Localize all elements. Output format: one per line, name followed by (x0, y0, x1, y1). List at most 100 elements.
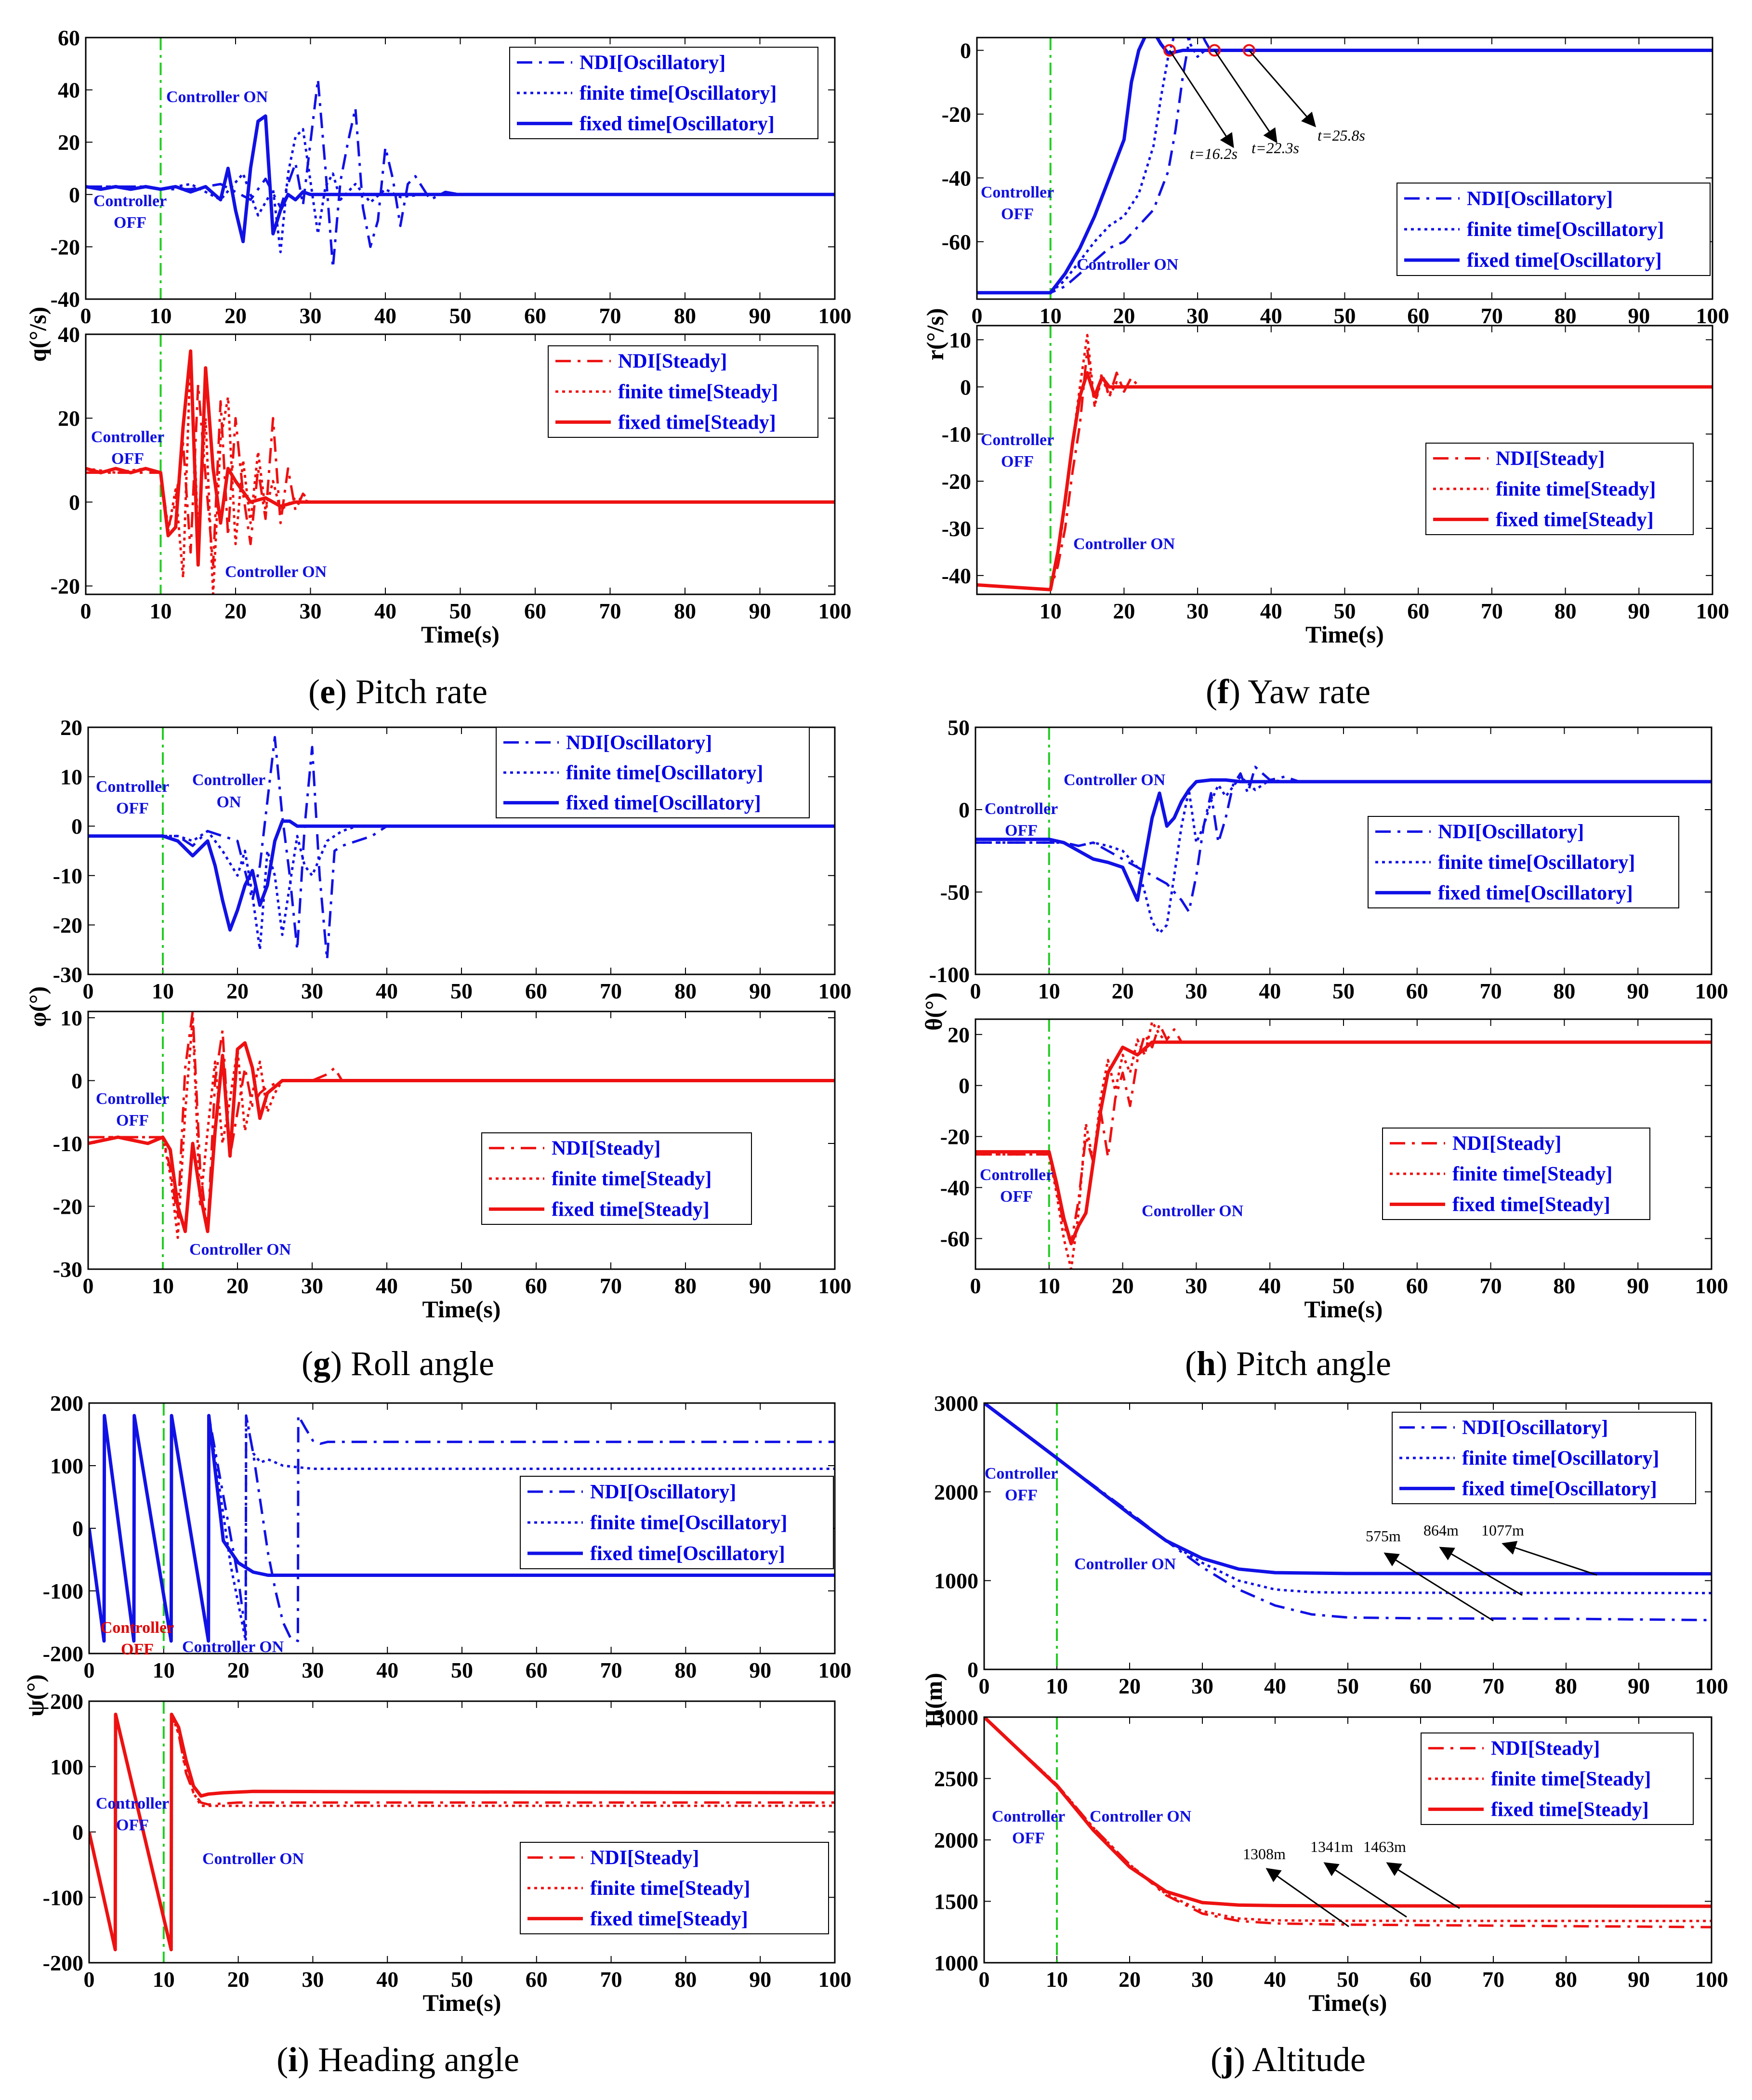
x-tick-label: 20 (1119, 1674, 1141, 1698)
plot-frame (88, 1700, 836, 1964)
legend-entry: fixed time[Oscillatory] (566, 792, 761, 814)
legend-entry: finite time[Steady] (1496, 478, 1656, 500)
x-tick-label: 90 (749, 979, 771, 1003)
x-tick-label: 10 (1040, 599, 1062, 623)
annotation-arrow (1502, 1541, 1597, 1576)
caption-h: (h) Pitch angle (1185, 1344, 1391, 1383)
x-tick-label: 0 (80, 303, 92, 328)
legend-entry: finite time[Oscillatory] (1462, 1447, 1659, 1470)
controller-on-label-j2: Controller ON (1090, 1808, 1192, 1825)
legend-entry: NDI[Steady] (618, 351, 727, 373)
legend-entry: NDI[Steady] (552, 1138, 660, 1160)
x-tick-label: 30 (301, 1273, 323, 1298)
x-tick-label: 20 (224, 303, 247, 328)
y-tick-label: 0 (71, 814, 82, 839)
convergence-marker (1242, 44, 1255, 57)
annotation-arrow (1439, 1547, 1523, 1596)
legend-h-osc: NDI[Oscillatory] finite time[Oscillatory]… (1368, 816, 1679, 908)
legend-entry: NDI[Steady] (590, 1847, 699, 1869)
y-tick-label: 0 (72, 1820, 83, 1845)
x-tick-label: 20 (1112, 1273, 1134, 1298)
controller-on-label-j1: Controller ON (1074, 1555, 1176, 1573)
annotation-arrow (1383, 1552, 1494, 1622)
controller-off-label-j1: OFF (1005, 1486, 1038, 1504)
legend-entry: NDI[Steady] (1452, 1133, 1561, 1155)
caption-f: (f) Yaw rate (1206, 672, 1370, 711)
chart-h_osc: 0 10 20 30 40 50 60 70 80 90 100 -100 -50 0 50 (929, 715, 1728, 1003)
x-tick-label: 80 (674, 1967, 697, 1992)
x-tick-label: 100 (1695, 1273, 1728, 1298)
series-dashdot (86, 78, 835, 269)
x-tick-label: 30 (1191, 1967, 1213, 1992)
x-tick-label: 80 (1555, 1967, 1577, 1992)
x-tick-label: 40 (1264, 1967, 1286, 1992)
x-tick-label: 50 (450, 1273, 473, 1298)
legend-f-osc: NDI[Oscillatory] finite time[Oscillatory]… (1396, 183, 1711, 276)
legend-entry: NDI[Oscillatory] (580, 52, 725, 74)
x-tick-label: 0 (80, 599, 92, 623)
y-tick-label: -20 (51, 235, 80, 259)
x-tick-label: 30 (1186, 303, 1209, 328)
series-solid (86, 114, 835, 243)
legend-entry: fixed time[Oscillatory] (1438, 882, 1633, 904)
controller-off-label-i1: OFF (121, 1641, 154, 1658)
legend-f-steady: NDI[Steady] finite time[Steady] fixed time… (1425, 443, 1694, 535)
y-tick-label: 20 (60, 715, 82, 740)
chart-i_osc: 0 10 20 30 40 50 60 70 80 90 100 -200 -100 0 100 200 (43, 1391, 852, 1682)
x-tick-label: 40 (376, 979, 398, 1003)
plot-frame (88, 1402, 836, 1654)
y-tick-label: 1000 (934, 1951, 978, 1975)
y-tick-label: -40 (51, 287, 80, 312)
controller-off-label-g1: OFF (116, 800, 149, 817)
legend-j-osc: NDI[Oscillatory] finite time[Oscillatory]… (1392, 1412, 1696, 1504)
y-tick-label: 2500 (934, 1767, 978, 1791)
x-tick-label: 10 (1038, 979, 1060, 1003)
x-axis-label: Time(s) (1309, 1989, 1387, 2016)
plot-frame (85, 333, 836, 595)
y-tick-label: 200 (50, 1391, 83, 1416)
x-tick-label: 80 (674, 1273, 697, 1298)
x-tick-label: 20 (1119, 1967, 1141, 1992)
series-solid (89, 1712, 835, 1952)
legend-entry: fixed time[Oscillatory] (1467, 249, 1662, 272)
x-tick-label: 70 (600, 979, 622, 1003)
controller-on-label-f1: Controller ON (1077, 256, 1179, 274)
x-tick-label: 70 (599, 599, 621, 623)
y-tick-label: -60 (940, 1226, 970, 1251)
x-tick-label: 20 (226, 1273, 249, 1298)
controller-off-label-h2: Controller (980, 1166, 1053, 1184)
y-tick-label: 0 (69, 490, 80, 514)
x-tick-label: 70 (1480, 1273, 1502, 1298)
x-tick-label: 80 (1554, 303, 1577, 328)
x-tick-label: 40 (1259, 1273, 1281, 1298)
altitude-marker-label: 1463m (1363, 1838, 1406, 1855)
x-tick-label: 0 (970, 979, 981, 1003)
x-tick-label: 30 (302, 1658, 324, 1682)
x-tick-label: 20 (227, 1967, 250, 1992)
x-tick-label: 50 (1337, 1967, 1359, 1992)
convergence-marker (1163, 44, 1176, 57)
x-tick-label: 40 (376, 1273, 398, 1298)
series-dotted (89, 1713, 835, 1951)
annotation-arrow (1386, 1862, 1460, 1909)
x-tick-label: 10 (152, 979, 174, 1003)
x-tick-label: 60 (1407, 599, 1429, 623)
legend-i-osc: NDI[Oscillatory] finite time[Oscillatory]… (520, 1476, 834, 1569)
x-tick-label: 10 (1046, 1967, 1068, 1992)
series-solid (975, 778, 1712, 902)
chart-g_osc: 0 10 20 30 40 50 60 70 80 90 100 -30 -20 -10 0 10 20 (53, 715, 852, 1003)
x-tick-label: 90 (749, 1273, 771, 1298)
y-tick-label: 0 (960, 38, 971, 63)
x-axis-label: Time(s) (1304, 1296, 1383, 1323)
x-tick-label: 20 (224, 599, 247, 623)
series-dotted (975, 1020, 1712, 1269)
controller-off-label-e1: OFF (114, 214, 146, 232)
x-tick-label: 50 (1332, 979, 1355, 1003)
x-tick-label: 30 (1185, 1273, 1207, 1298)
annotation-arrow (1265, 1868, 1349, 1928)
y-tick-label: 2000 (934, 1828, 978, 1852)
controller-off-label-j2: OFF (1012, 1829, 1045, 1847)
controller-on-label-i1: Controller ON (182, 1638, 284, 1656)
x-tick-label: 40 (1260, 599, 1282, 623)
y-tick-label: 2000 (934, 1480, 978, 1504)
